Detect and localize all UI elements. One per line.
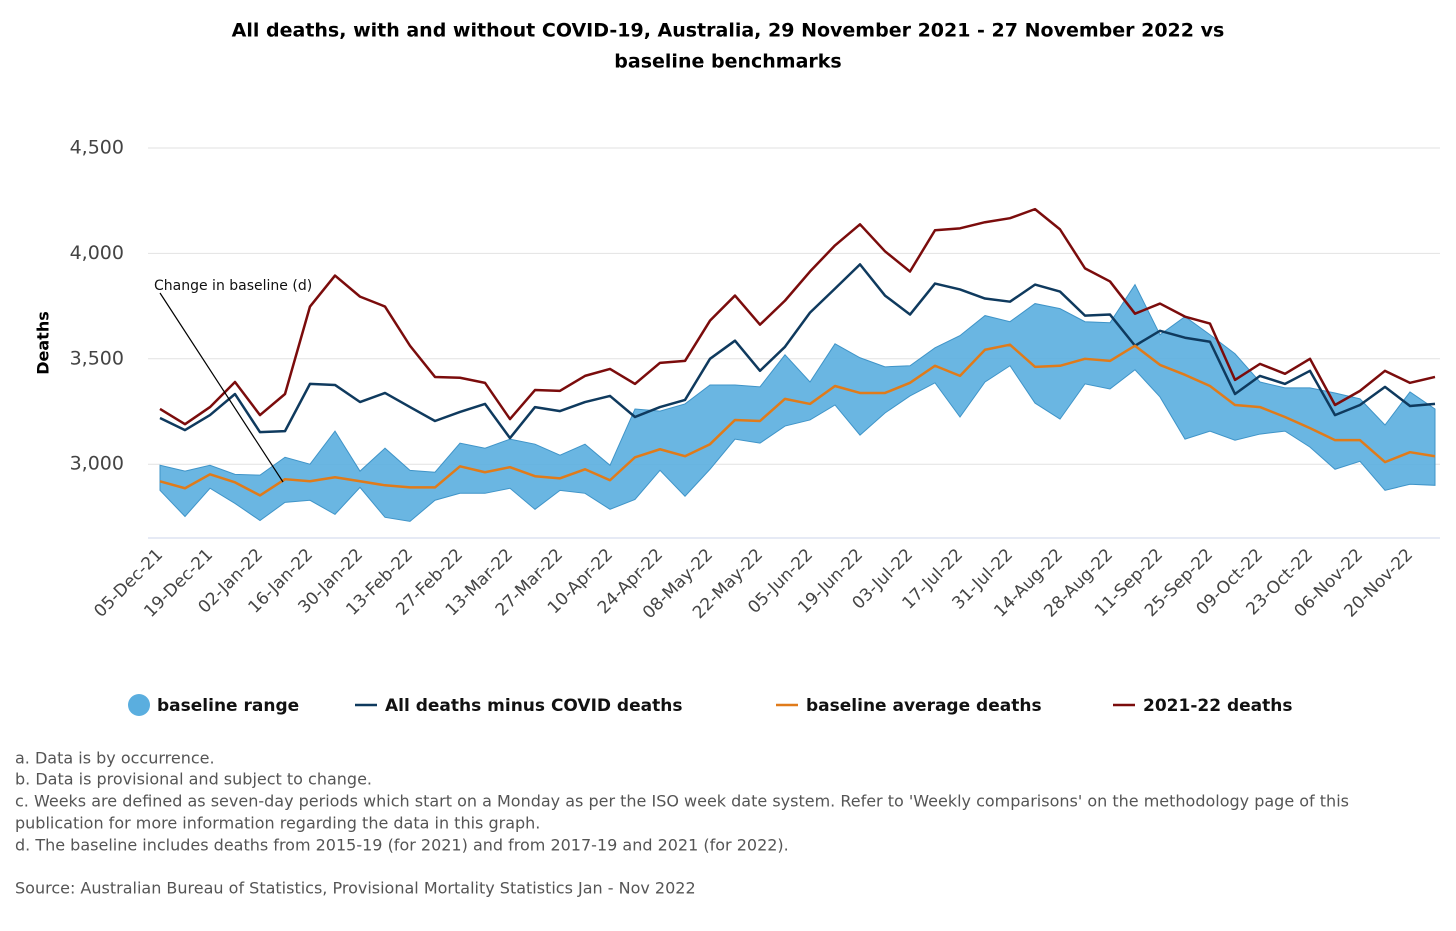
chart-title: All deaths, with and without COVID-19, A… bbox=[232, 20, 1225, 42]
legend-swatch bbox=[128, 694, 150, 716]
legend-label: All deaths minus COVID deaths bbox=[385, 696, 682, 716]
footnote: publication for more information regardi… bbox=[15, 814, 540, 833]
footnote: a. Data is by occurrence. bbox=[15, 749, 215, 768]
series-line bbox=[159, 263, 1436, 440]
footnote: d. The baseline includes deaths from 201… bbox=[15, 836, 789, 855]
plot-area bbox=[159, 207, 1436, 522]
annotation-arrow bbox=[159, 292, 284, 483]
series-line bbox=[159, 207, 1436, 426]
footnotes: a. Data is by occurrence. b. Data is prov… bbox=[15, 749, 1349, 855]
chart-title: baseline benchmarks bbox=[614, 51, 841, 73]
x-axis-labels: 05-Dec-2119-Dec-2102-Jan-2216-Jan-2230-J… bbox=[90, 545, 1417, 623]
footnote: c. Weeks are defined as seven-day period… bbox=[15, 792, 1349, 811]
y-tick-label: 4,000 bbox=[70, 242, 124, 264]
legend: baseline range All deaths minus COVID dea… bbox=[128, 694, 1292, 716]
legend-label: 2021-22 deaths bbox=[1143, 696, 1292, 716]
y-axis-title: Deaths bbox=[34, 311, 53, 375]
legend-label: baseline average deaths bbox=[806, 696, 1042, 716]
y-tick-label: 4,500 bbox=[70, 137, 124, 159]
annotation: Change in baseline (d) bbox=[154, 278, 312, 294]
y-tick-label: 3,500 bbox=[70, 347, 124, 369]
series-line bbox=[159, 343, 1436, 497]
source: Source: Australian Bureau of Statistics,… bbox=[15, 879, 696, 898]
legend-label: baseline range bbox=[157, 696, 299, 716]
baseline-range-area bbox=[159, 283, 1436, 522]
footnote: b. Data is provisional and subject to ch… bbox=[15, 770, 372, 789]
y-tick-label: 3,000 bbox=[70, 453, 124, 475]
